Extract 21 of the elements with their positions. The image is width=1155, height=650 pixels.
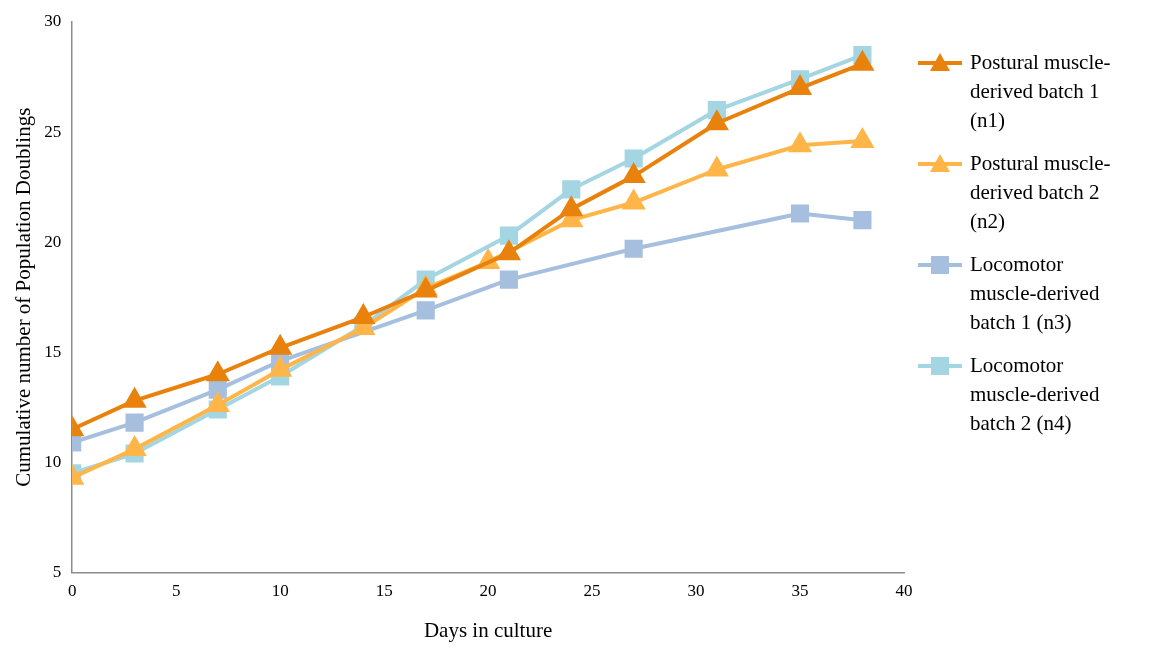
- legend-label: Postural muscle-derived batch 1 (n1): [970, 49, 1112, 134]
- legend-label: Locomotor muscle-derived batch 1 (n3): [970, 251, 1101, 336]
- y-tick-label: 5: [52, 561, 62, 581]
- y-tick-label: 25: [44, 121, 62, 141]
- y-tick-label: 15: [44, 341, 62, 361]
- x-tick-label: 10: [271, 581, 289, 601]
- x-tick-label: 15: [375, 581, 393, 601]
- x-axis-title: Days in culture: [423, 617, 553, 642]
- y-tick-label: 30: [44, 11, 62, 31]
- x-tick-label: 0: [67, 581, 77, 601]
- x-tick-label: 25: [583, 581, 601, 601]
- x-tick-label: 5: [171, 581, 181, 601]
- y-axis-title: Cumulative number of Population Doublings: [11, 107, 36, 487]
- y-tick-label: 20: [44, 231, 62, 251]
- legend-label: Locomotor muscle-derived batch 2 (n4): [970, 352, 1101, 437]
- x-tick-label: 35: [791, 581, 809, 601]
- x-tick-label: 30: [687, 581, 705, 601]
- y-tick-label: 10: [44, 451, 62, 471]
- x-tick-label: 20: [479, 581, 497, 601]
- x-tick-label: 40: [895, 581, 913, 601]
- legend-label: Postural muscle-derived batch 2 (n2): [970, 150, 1112, 235]
